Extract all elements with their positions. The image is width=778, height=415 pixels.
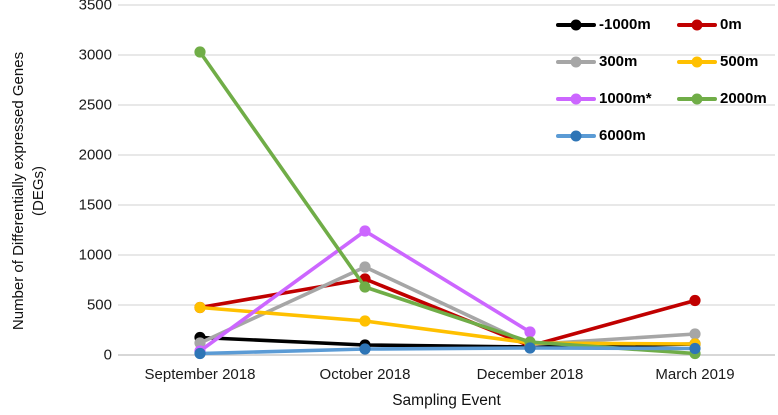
legend-marker-dot [691, 56, 703, 67]
legend-label: 0m [720, 16, 742, 33]
y-tick-label-3500: 3500 [78, 0, 112, 14]
data-point-2000m-September 2018 [194, 46, 206, 58]
series-line-300m [198, 265, 697, 347]
legend-marker-dot [691, 19, 703, 30]
data-point-1000m*-October 2018 [359, 225, 371, 237]
legend-item-2000m: 2000m [677, 90, 778, 107]
legend-item-500m: 500m [677, 53, 778, 70]
legend-line-swatch [556, 93, 596, 104]
series-line-500m [198, 305, 697, 346]
x-category-label-March 2019: March 2019 [655, 366, 735, 383]
y-tick-label-3000: 3000 [78, 46, 112, 64]
legend-line-swatch [556, 130, 596, 141]
y-tick-label-2000: 2000 [78, 146, 112, 164]
legend-label: -1000m [599, 16, 651, 33]
legend-marker-dot [691, 93, 703, 104]
y-tick-label-0: 0 [103, 346, 112, 364]
x-category-label-October 2018: October 2018 [319, 366, 411, 383]
legend-item-6000m: 6000m [556, 127, 677, 144]
data-point-6000m-September 2018 [194, 347, 206, 360]
legend-item-0m: 0m [677, 16, 778, 33]
y-axis-title-line2: (DEGs) [30, 166, 47, 216]
legend-label: 1000m* [599, 90, 652, 107]
data-point-6000m-December 2018 [524, 342, 536, 354]
data-point-0m-March 2019 [689, 294, 701, 307]
data-point-300m-October 2018 [359, 261, 371, 273]
legend-item-1000m*: 1000m* [556, 90, 677, 107]
legend-line-swatch [677, 93, 717, 104]
legend-item-300m: 300m [556, 53, 677, 70]
y-tick-label-500: 500 [86, 296, 112, 314]
legend-marker-dot [570, 56, 582, 67]
data-point-300m-September 2018 [194, 337, 206, 349]
legend-line-swatch [677, 56, 717, 67]
legend-label: 6000m [599, 127, 646, 144]
y-axis-title: Number of Differentially expressed Genes… [9, 21, 51, 361]
legend-label: 300m [599, 53, 638, 70]
y-tick-label-1000: 1000 [78, 246, 112, 264]
legend-item--1000m: -1000m [556, 16, 677, 33]
legend-line-swatch [677, 19, 717, 30]
legend-marker-dot [570, 19, 582, 30]
data-point-6000m-October 2018 [359, 343, 371, 355]
legend-marker-dot [570, 93, 582, 104]
legend-line-swatch [556, 56, 596, 67]
x-category-label-September 2018: September 2018 [144, 366, 256, 383]
legend-marker-dot [570, 130, 582, 141]
series-line-0m [198, 277, 697, 348]
data-point-2000m-October 2018 [359, 281, 371, 293]
y-tick-label-1500: 1500 [78, 196, 112, 214]
legend-label: 500m [720, 53, 759, 70]
data-point-500m-September 2018 [194, 301, 206, 314]
data-point-6000m-March 2019 [689, 342, 701, 355]
legend-label: 2000m [720, 90, 767, 107]
legend-line-swatch [556, 19, 596, 30]
data-point-1000m*-December 2018 [524, 326, 536, 338]
x-axis-title: Sampling Event [392, 392, 501, 409]
series-line-6000m [198, 346, 697, 356]
y-axis-title-line1: Number of Differentially expressed Genes [10, 51, 27, 331]
series-line--1000m [198, 335, 697, 349]
y-tick-label-2500: 2500 [78, 96, 112, 114]
data-point-300m-March 2019 [689, 328, 701, 340]
x-category-label-December 2018: December 2018 [476, 366, 584, 383]
data-point-500m-October 2018 [359, 315, 371, 327]
legend: -1000m 0m 300m 500m 1000m* 2000m 6000m [556, 6, 778, 154]
